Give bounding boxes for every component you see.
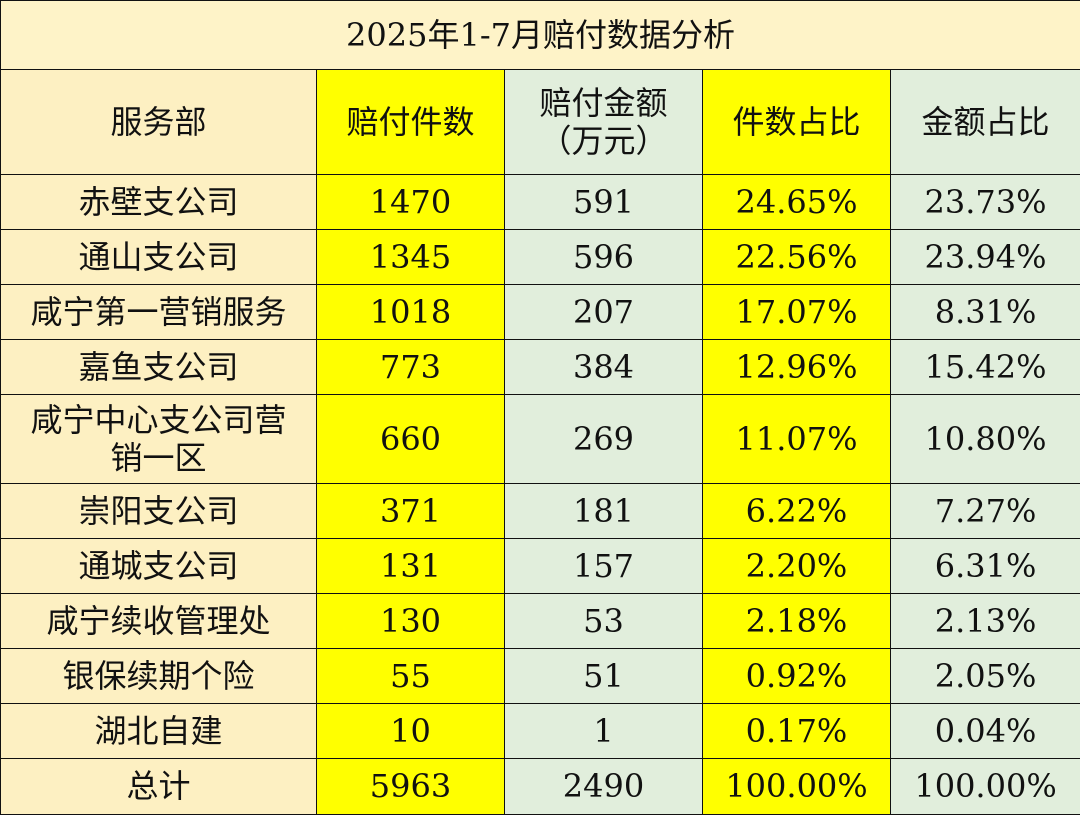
count-cell: 371: [316, 483, 505, 539]
count-ratio-cell: 11.07%: [702, 394, 891, 484]
count-cell: 773: [316, 339, 505, 395]
amount-cell: 591: [504, 174, 703, 230]
dept-cell: 咸宁续收管理处: [0, 593, 317, 649]
count-cell: 1470: [316, 174, 505, 230]
table-row: 崇阳支公司 371 181 6.22% 7.27%: [0, 483, 1080, 539]
total-row: 总计 5963 2490 100.00% 100.00%: [0, 758, 1080, 815]
header-amount-ratio: 金额占比: [889, 69, 1080, 175]
table-row: 咸宁续收管理处 130 53 2.18% 2.13%: [0, 593, 1080, 649]
count-cell: 1018: [316, 284, 505, 340]
total-amount: 2490: [504, 758, 703, 815]
amount-ratio-cell: 8.31%: [889, 284, 1080, 340]
dept-cell: 嘉鱼支公司: [0, 339, 317, 395]
amount-ratio-cell: 2.13%: [889, 593, 1080, 649]
header-dept: 服务部: [0, 69, 317, 175]
table-row: 通山支公司 1345 596 22.56% 23.94%: [0, 229, 1080, 285]
table-row: 咸宁中心支公司营 销一区 660 269 11.07% 10.80%: [0, 394, 1080, 484]
count-ratio-cell: 0.92%: [702, 648, 891, 704]
amount-ratio-cell: 7.27%: [889, 483, 1080, 539]
dept-cell: 赤壁支公司: [0, 174, 317, 230]
count-cell: 131: [316, 538, 505, 594]
header-count: 赔付件数: [316, 69, 505, 175]
total-count-ratio: 100.00%: [702, 758, 891, 815]
dept-cell: 崇阳支公司: [0, 483, 317, 539]
table-row: 赤壁支公司 1470 591 24.65% 23.73%: [0, 174, 1080, 230]
count-ratio-cell: 17.07%: [702, 284, 891, 340]
count-cell: 130: [316, 593, 505, 649]
header-count-ratio: 件数占比: [702, 69, 891, 175]
count-ratio-cell: 22.56%: [702, 229, 891, 285]
header-amount: 赔付金额 （万元）: [504, 69, 703, 175]
amount-cell: 51: [504, 648, 703, 704]
count-cell: 10: [316, 703, 505, 759]
amount-cell: 384: [504, 339, 703, 395]
amount-ratio-cell: 23.94%: [889, 229, 1080, 285]
count-cell: 1345: [316, 229, 505, 285]
total-count: 5963: [316, 758, 505, 815]
amount-cell: 53: [504, 593, 703, 649]
count-ratio-cell: 2.20%: [702, 538, 891, 594]
total-label: 总计: [0, 758, 317, 815]
dept-cell: 银保续期个险: [0, 648, 317, 704]
table-row: 通城支公司 131 157 2.20% 6.31%: [0, 538, 1080, 594]
dept-cell: 湖北自建: [0, 703, 317, 759]
count-cell: 55: [316, 648, 505, 704]
table-title: 2025年1-7月赔付数据分析: [0, 0, 1080, 70]
count-ratio-cell: 12.96%: [702, 339, 891, 395]
amount-ratio-cell: 15.42%: [889, 339, 1080, 395]
dept-cell: 通山支公司: [0, 229, 317, 285]
dept-cell: 咸宁第一营销服务: [0, 284, 317, 340]
amount-cell: 181: [504, 483, 703, 539]
count-ratio-cell: 6.22%: [702, 483, 891, 539]
total-amount-ratio: 100.00%: [889, 758, 1080, 815]
count-ratio-cell: 0.17%: [702, 703, 891, 759]
amount-ratio-cell: 0.04%: [889, 703, 1080, 759]
table-row: 咸宁第一营销服务 1018 207 17.07% 8.31%: [0, 284, 1080, 340]
dept-cell: 咸宁中心支公司营 销一区: [0, 394, 317, 484]
header-row: 服务部 赔付件数 赔付金额 （万元） 件数占比 金额占比: [0, 69, 1080, 175]
amount-ratio-cell: 23.73%: [889, 174, 1080, 230]
title-row: 2025年1-7月赔付数据分析: [0, 0, 1080, 70]
table-row: 银保续期个险 55 51 0.92% 2.05%: [0, 648, 1080, 704]
amount-cell: 157: [504, 538, 703, 594]
count-ratio-cell: 2.18%: [702, 593, 891, 649]
table-row: 嘉鱼支公司 773 384 12.96% 15.42%: [0, 339, 1080, 395]
dept-cell: 通城支公司: [0, 538, 317, 594]
table-row: 湖北自建 10 1 0.17% 0.04%: [0, 703, 1080, 759]
count-cell: 660: [316, 394, 505, 484]
amount-cell: 269: [504, 394, 703, 484]
amount-cell: 207: [504, 284, 703, 340]
amount-ratio-cell: 6.31%: [889, 538, 1080, 594]
amount-cell: 1: [504, 703, 703, 759]
amount-ratio-cell: 2.05%: [889, 648, 1080, 704]
count-ratio-cell: 24.65%: [702, 174, 891, 230]
amount-ratio-cell: 10.80%: [889, 394, 1080, 484]
amount-cell: 596: [504, 229, 703, 285]
